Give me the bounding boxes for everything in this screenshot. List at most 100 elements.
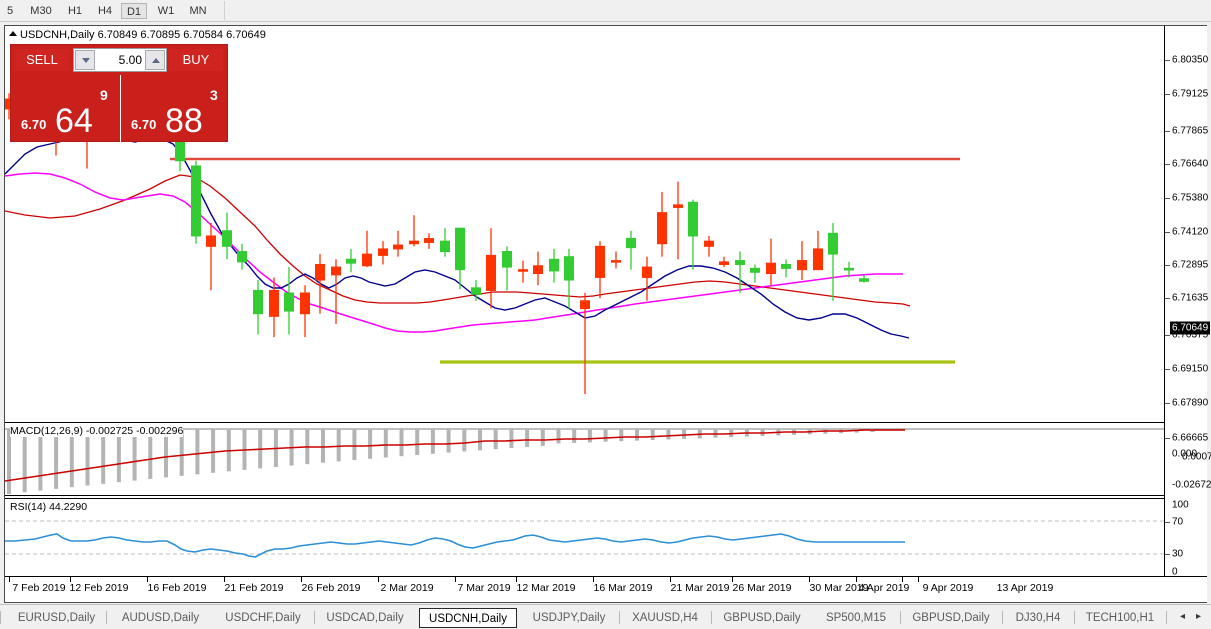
tab-divider: [1166, 611, 1167, 624]
rsi-chart-svg: [5, 520, 1165, 558]
macd-chart-svg: [5, 428, 1165, 494]
price-label: 6.80350: [1172, 54, 1209, 66]
tab-divider: [314, 611, 315, 624]
tab-eurusd-daily[interactable]: EURUSD,Daily: [17, 612, 96, 624]
tab-xauusd-h4[interactable]: XAUUSD,H4: [632, 612, 698, 624]
volume-decrement-button[interactable]: [75, 50, 95, 70]
price-tick: [1165, 335, 1170, 336]
volume-input[interactable]: 5.00: [73, 48, 167, 72]
date-tick: [301, 577, 302, 582]
chevron-up-icon: [152, 58, 160, 63]
timeframe-button-w1[interactable]: W1: [157, 5, 175, 17]
panel-divider: [120, 75, 121, 142]
date-tick: [516, 577, 517, 582]
date-label: 16 Mar 2019: [593, 582, 653, 594]
scale-divider: [1164, 26, 1165, 602]
macd-scale-label: 0.000782: [1182, 451, 1211, 463]
date-label: 9 Apr 2019: [922, 582, 974, 594]
timeframe-button-5[interactable]: 5: [6, 5, 14, 17]
date-label: 13 Apr 2019: [996, 582, 1054, 594]
price-label: 6.71635: [1172, 292, 1209, 304]
date-tick: [147, 577, 148, 582]
date-label: 2 Mar 2019: [380, 582, 434, 594]
tab-gbpusd-daily-2[interactable]: GBPUSD,Daily: [912, 612, 990, 624]
buy-price-display[interactable]: 6.70 88 3: [121, 75, 228, 142]
date-tick: [378, 577, 379, 582]
scroll-right-icon[interactable]: ▸: [1196, 611, 1202, 622]
price-tick: [1165, 298, 1170, 299]
toolbar-divider: [224, 1, 225, 20]
date-label: 4 Apr 2019: [858, 582, 910, 594]
price-tick: [1165, 131, 1170, 132]
price-tick: [1165, 369, 1170, 370]
rsi-scale-label: 70: [1172, 516, 1184, 528]
rsi-pane[interactable]: RSI(14) 44.2290: [5, 498, 1165, 575]
chart-tab-bar: EURUSD,Daily AUDUSD,Daily USDCHF,Daily U…: [0, 604, 1211, 629]
tab-divider: [900, 611, 901, 624]
price-tick: [1165, 94, 1170, 95]
tab-dj30-h4[interactable]: DJ30,H4: [1015, 612, 1061, 624]
tab-tech100-h1[interactable]: TECH100,H1: [1085, 612, 1155, 624]
price-tick: [1165, 265, 1170, 266]
date-label: 12 Feb 2019: [69, 582, 129, 594]
tab-audusd-daily[interactable]: AUDUSD,Daily: [121, 612, 200, 624]
sell-price-display[interactable]: 6.70 64 9: [11, 75, 120, 142]
macd-pane[interactable]: MACD(12,26,9) -0.002725 -0.002296: [5, 422, 1165, 496]
date-label: 26 Mar 2019: [732, 582, 792, 594]
date-label: 7 Feb 2019: [12, 582, 66, 594]
tab-usdjpy-daily[interactable]: USDJPY,Daily: [532, 612, 606, 624]
one-click-trading-panel[interactable]: SELL 5.00 BUY 6.70 64 9 6.70 88: [10, 44, 228, 142]
buy-price-prefix: 6.70: [131, 117, 157, 132]
date-tick: [9, 577, 10, 582]
sell-button[interactable]: SELL: [15, 49, 69, 71]
sell-price-prefix: 6.70: [21, 117, 47, 132]
price-label: 6.66665: [1172, 432, 1209, 444]
price-label: 6.69150: [1172, 363, 1209, 375]
chart-header: USDCNH,Daily 6.70849 6.70895 6.70584 6.7…: [9, 29, 266, 41]
macd-header: MACD(12,26,9) -0.002725 -0.002296: [10, 425, 184, 437]
date-tick: [455, 577, 456, 582]
price-label: 6.72895: [1172, 259, 1209, 271]
rsi-scale-label: 30: [1172, 548, 1184, 560]
rsi-header: RSI(14) 44.2290: [10, 501, 88, 513]
expand-triangle-icon[interactable]: [9, 31, 17, 36]
date-axis: 7 Feb 2019 12 Feb 2019 16 Feb 2019 21 Fe…: [5, 576, 1207, 602]
macd-scale-label: 0.000: [1172, 448, 1198, 460]
tab-usdchf-daily[interactable]: USDCHF,Daily: [225, 612, 301, 624]
timeframe-button-m30[interactable]: M30: [30, 5, 52, 17]
tab-gbpusd-daily-1[interactable]: GBPUSD,Daily: [723, 612, 801, 624]
tab-usdcad-daily[interactable]: USDCAD,Daily: [326, 612, 404, 624]
date-label: 16 Feb 2019: [147, 582, 207, 594]
tab-divider: [1002, 611, 1003, 624]
tab-divider: [106, 611, 107, 624]
tab-usdcnh-daily[interactable]: USDCNH,Daily: [419, 608, 517, 628]
price-scale[interactable]: 6.80350 6.79125 6.77865 6.76640 6.75380 …: [1165, 26, 1211, 602]
price-label: 6.75380: [1172, 192, 1209, 204]
date-label: 12 Mar 2019: [516, 582, 576, 594]
timeframe-button-h4[interactable]: H4: [97, 5, 113, 17]
chart-canvas-container[interactable]: USDCNH,Daily 6.70849 6.70895 6.70584 6.7…: [4, 25, 1211, 603]
date-tick: [593, 577, 594, 582]
tab-divider: [1074, 611, 1075, 624]
chevron-down-icon: [82, 58, 90, 63]
date-label: 21 Feb 2019: [224, 582, 284, 594]
price-label: 6.77865: [1172, 125, 1209, 137]
date-label: 30 Mar 2019: [809, 582, 869, 594]
sell-price-fraction: 9: [100, 87, 108, 103]
current-price-label: 6.70649: [1170, 321, 1211, 335]
timeframe-button-h1[interactable]: H1: [67, 5, 83, 17]
price-tick: [1165, 164, 1170, 165]
date-label: 7 Mar 2019: [457, 582, 511, 594]
volume-increment-button[interactable]: [145, 50, 165, 70]
date-label: 26 Feb 2019: [301, 582, 361, 594]
buy-button[interactable]: BUY: [169, 49, 223, 71]
tab-sp500-m15[interactable]: SP500,M15: [825, 612, 887, 624]
scroll-left-icon[interactable]: ◂: [1180, 611, 1186, 622]
price-pane[interactable]: USDCNH,Daily 6.70849 6.70895 6.70584 6.7…: [5, 26, 1165, 420]
price-label: 6.67890: [1172, 397, 1209, 409]
timeframe-button-mn[interactable]: MN: [189, 5, 207, 17]
date-tick: [732, 577, 733, 582]
timeframe-button-d1[interactable]: D1: [121, 3, 147, 19]
price-label: 6.70375: [1172, 329, 1209, 341]
